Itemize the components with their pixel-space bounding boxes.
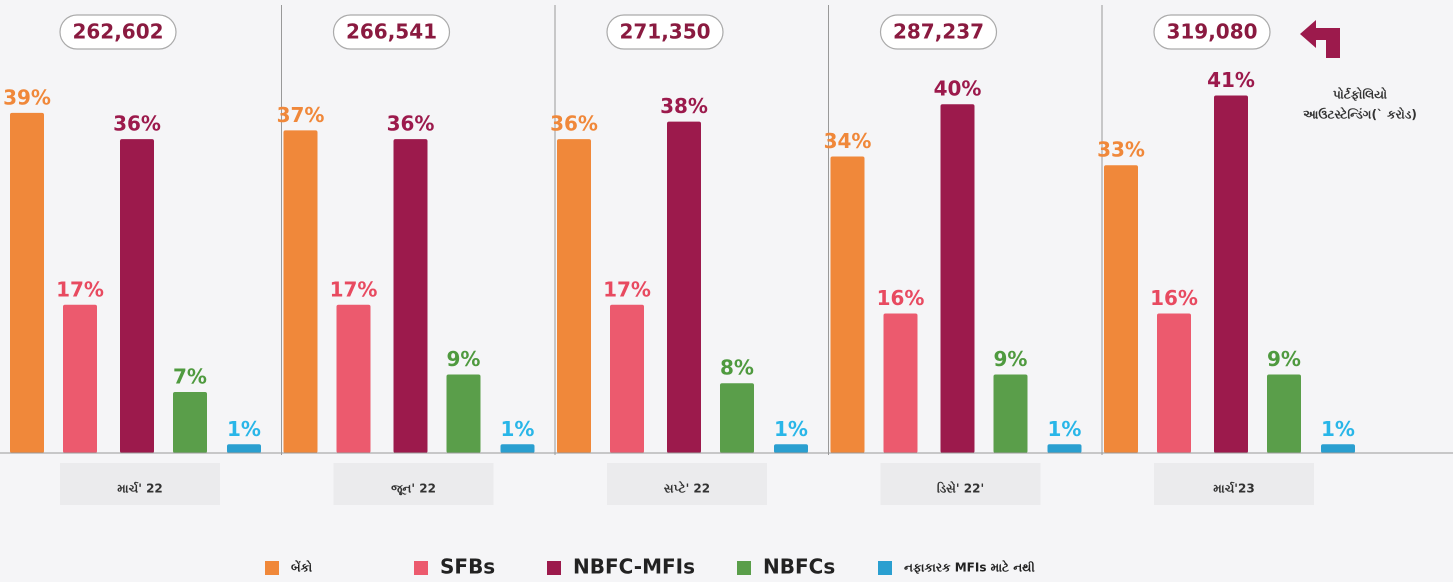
legend-label: નફાકારક MFIs માટે નથી bbox=[904, 559, 1035, 574]
data-label: 17% bbox=[56, 277, 104, 301]
x-tick-label: માર્ચ' 22 bbox=[117, 481, 163, 496]
category-box bbox=[607, 463, 767, 505]
data-label: 16% bbox=[1150, 286, 1198, 310]
data-label: 9% bbox=[447, 347, 481, 371]
data-label: 9% bbox=[1267, 347, 1301, 371]
data-label: 36% bbox=[550, 112, 598, 136]
total-label: 271,350 bbox=[619, 20, 710, 44]
data-label: 33% bbox=[1097, 138, 1145, 162]
bar bbox=[10, 112, 44, 454]
data-label: 7% bbox=[173, 364, 207, 388]
total-pill bbox=[1153, 14, 1271, 50]
data-label: 1% bbox=[1048, 417, 1082, 441]
bar bbox=[883, 313, 918, 453]
legend-label: NBFCs bbox=[763, 555, 835, 579]
data-label: 36% bbox=[387, 112, 435, 136]
bar bbox=[610, 304, 644, 453]
data-label: 39% bbox=[3, 85, 51, 109]
bar bbox=[283, 130, 318, 454]
legend-swatch bbox=[265, 561, 279, 575]
category-box bbox=[1154, 463, 1314, 505]
x-tick-label: માર્ચ'23 bbox=[1213, 481, 1254, 496]
category-box bbox=[60, 463, 220, 505]
bar bbox=[336, 304, 371, 453]
data-label: 41% bbox=[1207, 68, 1255, 92]
annotation: આઉટસ્ટેન્ડિંગ(` કરોડ) bbox=[1303, 106, 1417, 121]
total-pill bbox=[606, 14, 724, 50]
total-label: 262,602 bbox=[72, 20, 163, 44]
legend-label: NBFC-MFIs bbox=[573, 555, 695, 579]
total-label: 319,080 bbox=[1166, 20, 1257, 44]
data-label: 9% bbox=[994, 347, 1028, 371]
legend-label: SFBs bbox=[440, 555, 495, 579]
x-tick-label: જૂન' 22 bbox=[391, 482, 436, 498]
data-label: 1% bbox=[227, 417, 261, 441]
data-label: 36% bbox=[113, 112, 161, 136]
bar bbox=[120, 139, 154, 453]
bar bbox=[993, 374, 1028, 453]
data-label: 16% bbox=[877, 286, 925, 310]
bar bbox=[557, 139, 591, 453]
data-label: 1% bbox=[501, 417, 535, 441]
data-label: 40% bbox=[934, 77, 982, 101]
bar bbox=[830, 156, 865, 453]
bar bbox=[1047, 444, 1082, 453]
legend-swatch bbox=[878, 561, 892, 575]
legend-label: બેંકો bbox=[291, 559, 312, 574]
legend-swatch bbox=[737, 561, 751, 575]
data-label: 17% bbox=[603, 277, 651, 301]
bar bbox=[173, 391, 207, 453]
bar bbox=[1157, 313, 1191, 453]
bar bbox=[500, 444, 535, 453]
legend-swatch bbox=[547, 561, 561, 575]
total-pill bbox=[332, 14, 451, 50]
total-label: 287,237 bbox=[893, 20, 984, 44]
bar bbox=[720, 383, 754, 453]
x-tick-label: ડિસે' 22' bbox=[937, 480, 984, 495]
total-pill bbox=[879, 14, 998, 50]
data-label: 1% bbox=[1321, 417, 1355, 441]
bar bbox=[1104, 165, 1138, 454]
total-pill bbox=[59, 14, 177, 50]
bar bbox=[1214, 95, 1248, 453]
bar bbox=[1267, 374, 1301, 453]
data-label: 38% bbox=[660, 94, 708, 118]
data-label: 17% bbox=[330, 277, 378, 301]
bar bbox=[446, 374, 481, 453]
category-box bbox=[333, 463, 494, 505]
bar bbox=[63, 304, 97, 453]
data-label: 34% bbox=[824, 129, 872, 153]
category-box bbox=[880, 463, 1041, 505]
bar bbox=[227, 444, 261, 453]
data-label: 8% bbox=[720, 356, 754, 380]
total-label: 266,541 bbox=[346, 20, 437, 44]
data-label: 37% bbox=[277, 103, 325, 127]
legend-swatch bbox=[414, 561, 428, 575]
x-tick-label: સપ્ટે' 22 bbox=[664, 480, 710, 495]
bar bbox=[393, 139, 428, 453]
arrow bbox=[1300, 20, 1340, 58]
bar bbox=[667, 121, 701, 453]
bar bbox=[774, 444, 808, 453]
bar bbox=[940, 104, 975, 453]
data-label: 1% bbox=[774, 417, 808, 441]
annotation: પોર્ટફોલિયો bbox=[1333, 87, 1387, 102]
bar bbox=[1321, 444, 1355, 453]
